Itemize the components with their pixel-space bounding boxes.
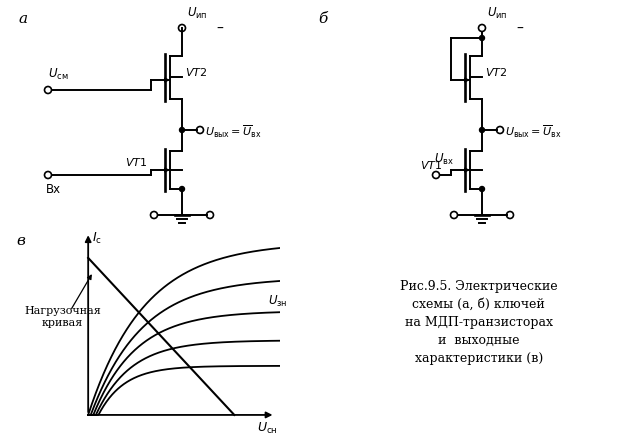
Text: $U_{\rm зн}$: $U_{\rm зн}$ (268, 294, 287, 309)
Text: $U_{\rm ип}$: $U_{\rm ип}$ (487, 6, 508, 21)
Circle shape (480, 35, 485, 40)
Text: Вх: Вх (46, 183, 61, 196)
Text: б: б (318, 12, 327, 26)
Circle shape (480, 186, 485, 191)
Circle shape (180, 128, 185, 133)
Text: –: – (216, 22, 223, 36)
Text: а: а (18, 12, 27, 26)
Text: Рис.9.5. Электрические
схемы (а, б) ключей
на МДП-транзисторах
и  выходные
харак: Рис.9.5. Электрические схемы (а, б) ключ… (400, 280, 558, 365)
Text: –: – (516, 22, 523, 36)
Circle shape (180, 186, 185, 191)
Text: Нагрузочная
кривая: Нагрузочная кривая (24, 306, 101, 327)
Text: $VT1$: $VT1$ (125, 156, 147, 168)
Circle shape (480, 128, 485, 133)
Text: $VT2$: $VT2$ (185, 66, 207, 78)
Text: $VT2$: $VT2$ (485, 66, 508, 78)
Text: $U_{\rm ип}$: $U_{\rm ип}$ (187, 6, 208, 21)
Text: в: в (16, 234, 25, 248)
Text: $VT1$: $VT1$ (419, 159, 442, 171)
Text: $U_{\rm вых}=\overline{U}_{\rm вх}$: $U_{\rm вых}=\overline{U}_{\rm вх}$ (205, 124, 262, 140)
Text: $U_{\rm сн}$: $U_{\rm сн}$ (257, 421, 278, 436)
Text: $U_{\rm вых}=\overline{U}_{\rm вх}$: $U_{\rm вых}=\overline{U}_{\rm вх}$ (505, 124, 562, 140)
Text: $U_{\rm см}$: $U_{\rm см}$ (48, 67, 69, 82)
Text: $I_{\rm с}$: $I_{\rm с}$ (92, 230, 102, 246)
Text: $U_{\rm вх}$: $U_{\rm вх}$ (434, 152, 454, 167)
